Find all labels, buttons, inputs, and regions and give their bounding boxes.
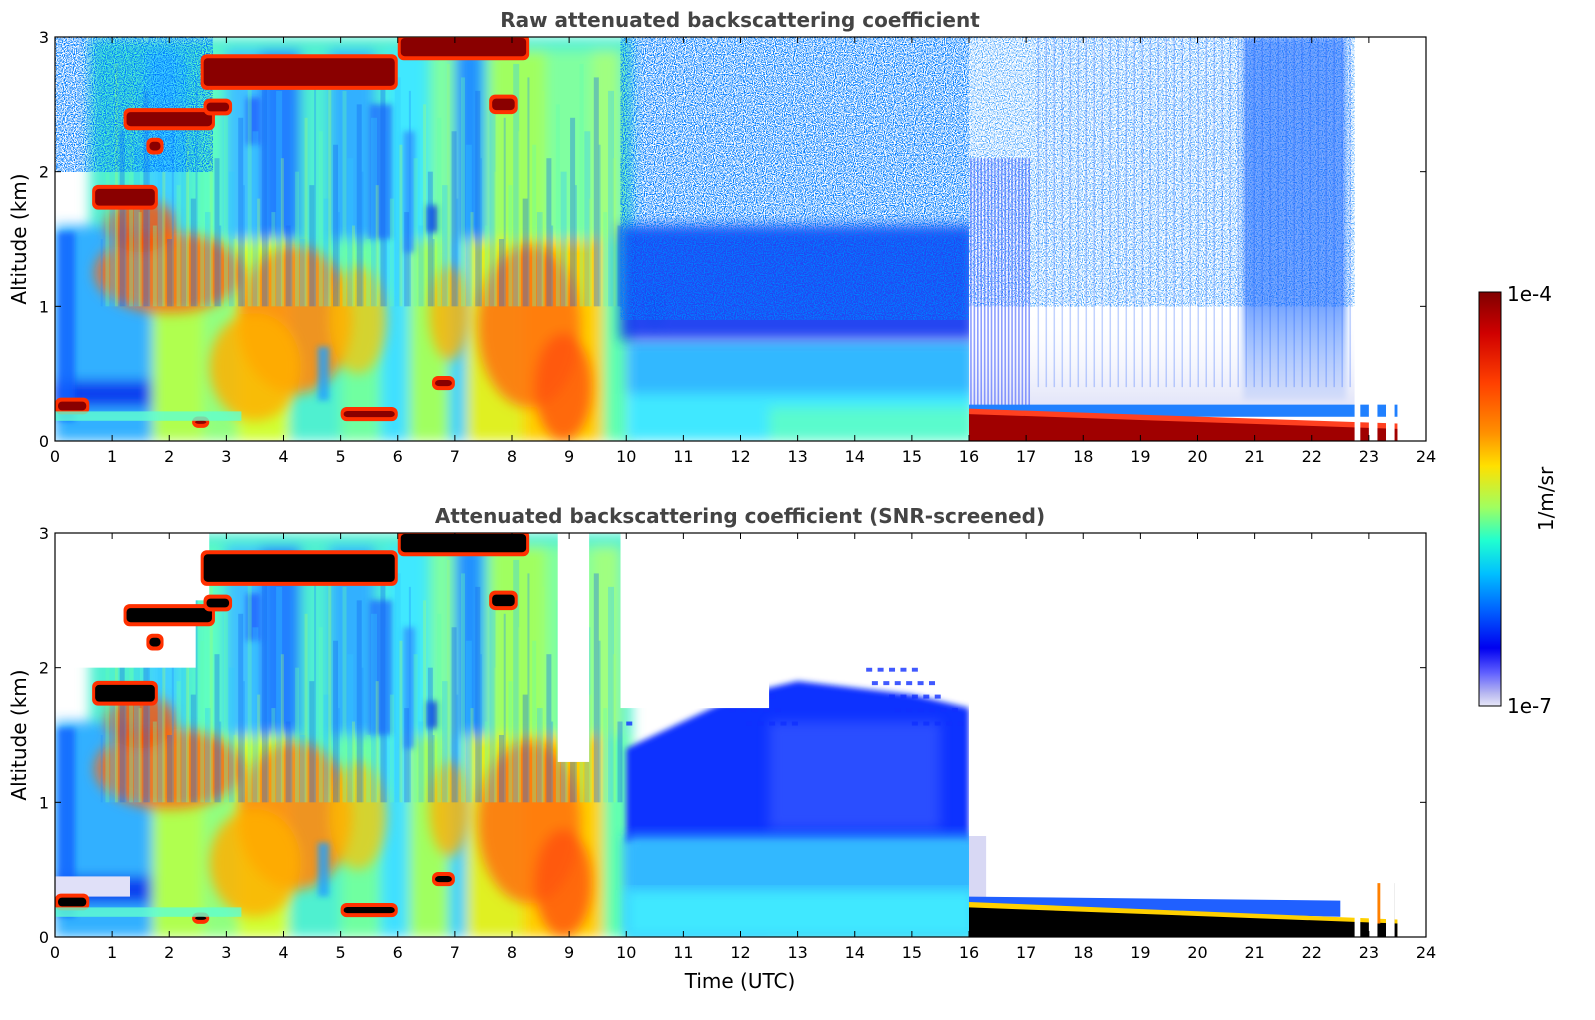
y-tick-label: 3: [39, 524, 49, 543]
x-tick-label: 21: [1244, 943, 1264, 962]
x-tick-label: 23: [1359, 943, 1379, 962]
x-tick-label: 20: [1187, 943, 1207, 962]
x-tick-label: 17: [1016, 943, 1036, 962]
colorbar-gradient: [1478, 291, 1502, 707]
x-tick-label: 10: [616, 943, 636, 962]
x-tick-label: 23: [1359, 447, 1379, 466]
x-tick-label: 14: [845, 943, 865, 962]
raw-heatmap: [55, 37, 1426, 441]
x-tick-label: 2: [164, 447, 174, 466]
x-tick-label: 1: [107, 447, 117, 466]
x-tick-label: 4: [278, 447, 288, 466]
x-tick-label: 8: [507, 943, 517, 962]
x-tick-label: 13: [787, 447, 807, 466]
x-tick-label: 13: [787, 943, 807, 962]
x-tick-label: 6: [393, 447, 403, 466]
x-tick-label: 3: [221, 943, 231, 962]
x-tick-label: 15: [902, 447, 922, 466]
x-tick-label: 24: [1416, 943, 1436, 962]
x-tick-label: 12: [730, 447, 750, 466]
x-tick-label: 18: [1073, 447, 1093, 466]
colorbar: 1e-4 1e-7 1/m/sr: [1478, 282, 1558, 718]
x-tick-label: 11: [673, 943, 693, 962]
x-tick-label: 7: [450, 447, 460, 466]
x-tick-label: 7: [450, 943, 460, 962]
bottom-y-axis-label: Altitude (km): [7, 669, 31, 800]
bottom-chart-title: Attenuated backscattering coefficient (S…: [435, 504, 1045, 528]
y-tick-label: 1: [39, 793, 49, 812]
x-tick-label: 12: [730, 943, 750, 962]
x-tick-label: 9: [564, 943, 574, 962]
x-tick-label: 0: [50, 943, 60, 962]
x-tick-label: 5: [336, 447, 346, 466]
x-tick-label: 17: [1016, 447, 1036, 466]
x-tick-label: 22: [1302, 447, 1322, 466]
y-tick-label: 2: [39, 163, 49, 182]
y-tick-label: 0: [39, 928, 49, 947]
x-tick-label: 22: [1302, 943, 1322, 962]
x-tick-label: 15: [902, 943, 922, 962]
x-tick-label: 14: [845, 447, 865, 466]
x-tick-label: 0: [50, 447, 60, 466]
x-tick-label: 5: [336, 943, 346, 962]
x-tick-label: 6: [393, 943, 403, 962]
x-tick-label: 16: [959, 943, 979, 962]
colorbar-unit-label: 1/m/sr: [1534, 466, 1558, 531]
x-tick-label: 4: [278, 943, 288, 962]
y-tick-label: 0: [39, 432, 49, 451]
x-tick-label: 3: [221, 447, 231, 466]
x-tick-label: 10: [616, 447, 636, 466]
top-chart-title: Raw attenuated backscattering coefficien…: [500, 8, 980, 32]
y-tick-label: 1: [39, 297, 49, 316]
x-axis-label: Time (UTC): [684, 969, 796, 993]
colorbar-min-label: 1e-7: [1507, 694, 1552, 718]
x-tick-label: 11: [673, 447, 693, 466]
y-tick-label: 2: [39, 659, 49, 678]
x-tick-label: 20: [1187, 447, 1207, 466]
x-tick-label: 19: [1130, 943, 1150, 962]
x-tick-label: 19: [1130, 447, 1150, 466]
colorbar-max-label: 1e-4: [1507, 282, 1552, 306]
x-tick-label: 24: [1416, 447, 1436, 466]
x-tick-label: 16: [959, 447, 979, 466]
x-tick-label: 18: [1073, 943, 1093, 962]
y-tick-label: 3: [39, 28, 49, 47]
x-tick-label: 9: [564, 447, 574, 466]
x-tick-label: 2: [164, 943, 174, 962]
screened-heatmap: [55, 533, 1426, 937]
x-tick-label: 8: [507, 447, 517, 466]
axis-ticks: 0 1 2 3 4 5 6 7 8 9 10 11 12 13 14 15 16 17 18 19 20 21 22 23 24…: [39, 28, 1436, 962]
x-tick-label: 21: [1244, 447, 1264, 466]
top-y-axis-label: Altitude (km): [7, 173, 31, 304]
x-tick-label: 1: [107, 943, 117, 962]
